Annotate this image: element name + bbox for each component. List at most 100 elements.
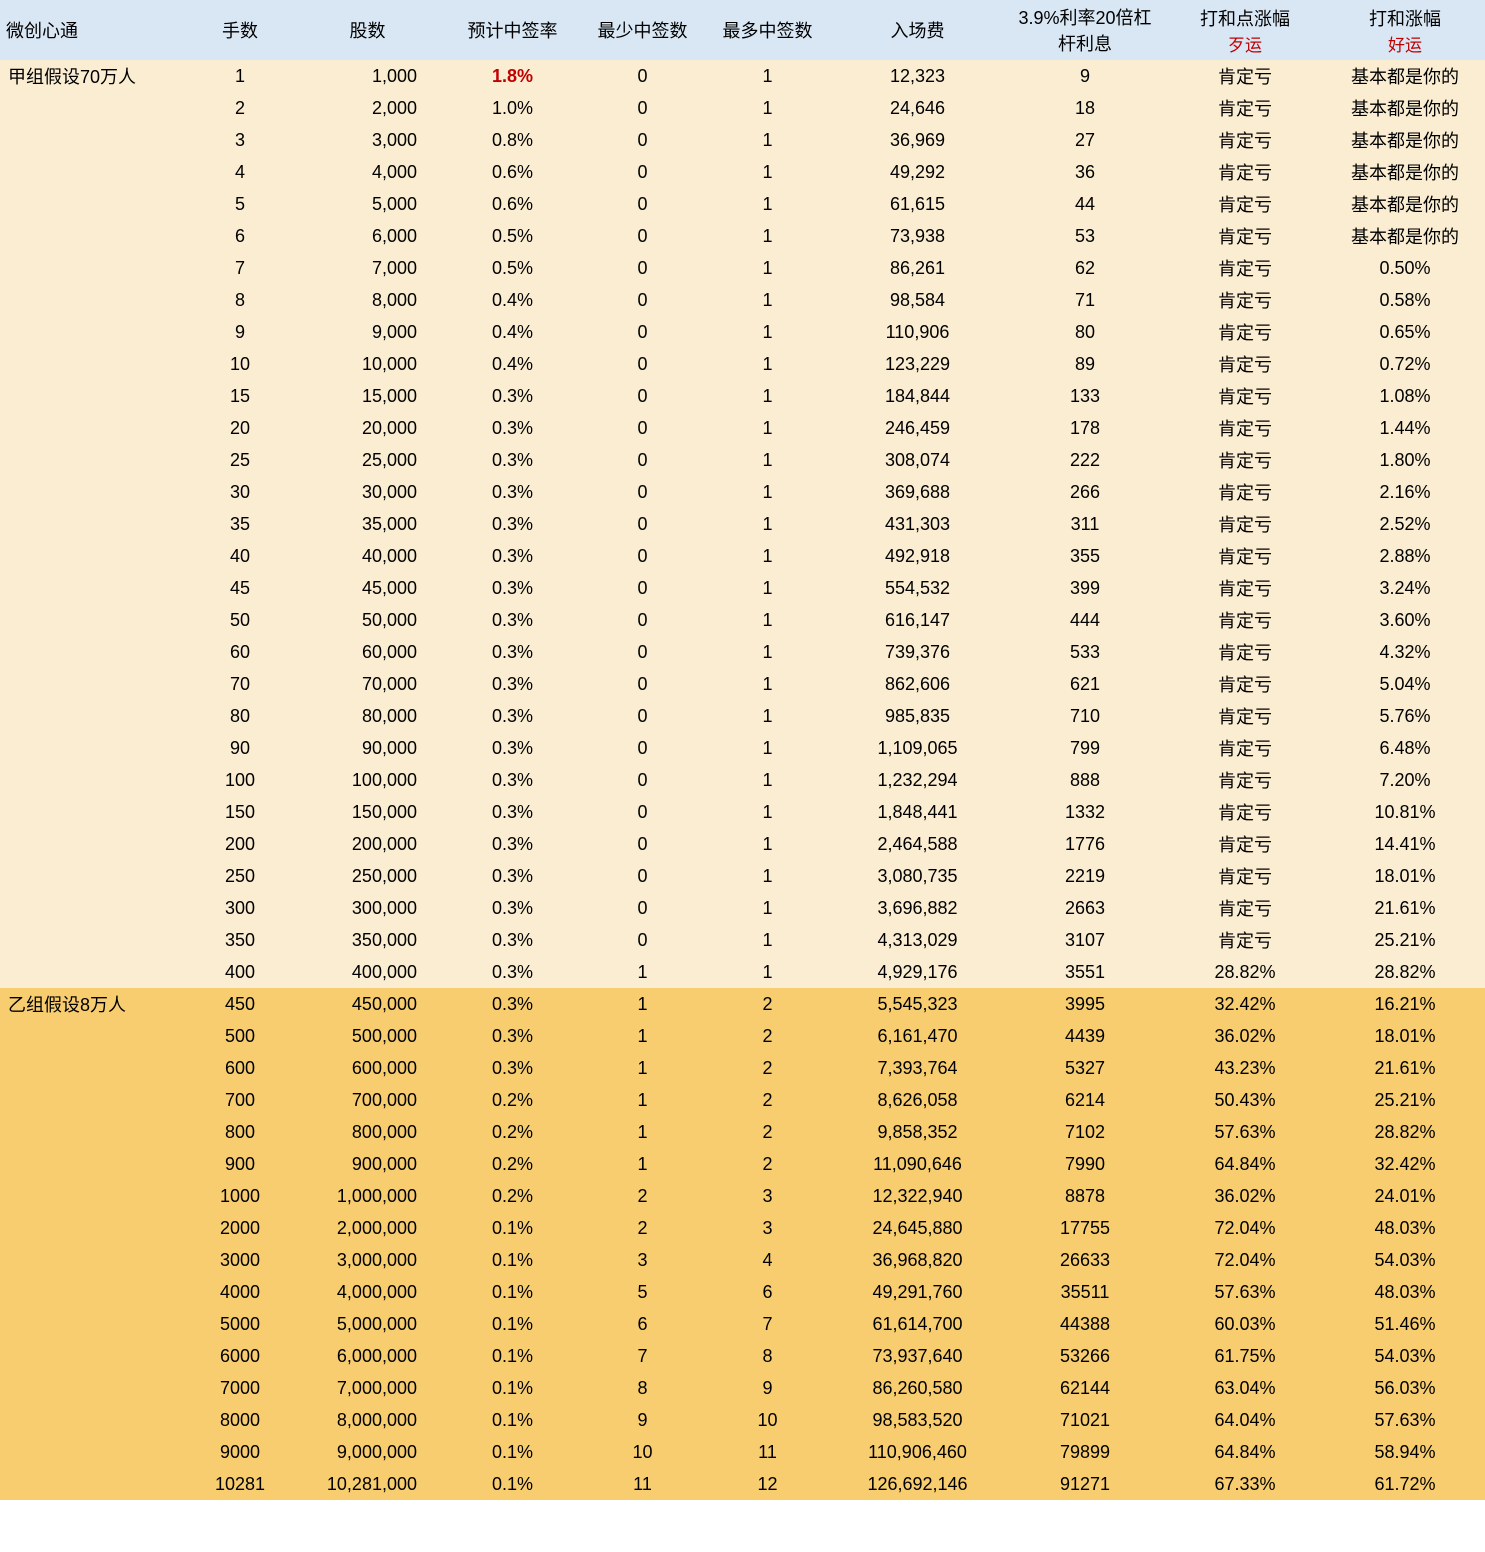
group-label-cell [0,156,190,188]
entry-cell: 431,303 [830,508,1005,540]
bad-cell: 肯定亏 [1165,220,1325,252]
min-cell: 0 [580,668,705,700]
shares-cell: 10,281,000 [290,1468,445,1500]
bad-cell: 肯定亏 [1165,732,1325,764]
group-label-cell [0,1436,190,1468]
table-row: 800800,0000.2%129,858,352710257.63%28.82… [0,1116,1485,1148]
table-row: 300300,0000.3%013,696,8822663肯定亏21.61% [0,892,1485,924]
table-row: 乙组假设8万人450450,0000.3%125,545,323399532.4… [0,988,1485,1020]
header-rate: 预计中签率 [445,0,580,60]
table-row: 4040,0000.3%01492,918355肯定亏2.88% [0,540,1485,572]
bad-cell: 64.84% [1165,1436,1325,1468]
bad-cell: 36.02% [1165,1020,1325,1052]
lots-cell: 300 [190,892,290,924]
bad-cell: 肯定亏 [1165,572,1325,604]
bad-cell: 64.04% [1165,1404,1325,1436]
rate-cell: 0.3% [445,924,580,956]
lots-cell: 40 [190,540,290,572]
table-row: 5050,0000.3%01616,147444肯定亏3.60% [0,604,1485,636]
max-cell: 1 [705,284,830,316]
max-cell: 1 [705,412,830,444]
lots-cell: 3 [190,124,290,156]
min-cell: 0 [580,60,705,92]
max-cell: 1 [705,252,830,284]
bad-cell: 64.84% [1165,1148,1325,1180]
group-label-cell [0,1148,190,1180]
header-min: 最少中签数 [580,0,705,60]
good-cell: 2.88% [1325,540,1485,572]
interest-cell: 355 [1005,540,1165,572]
entry-cell: 308,074 [830,444,1005,476]
interest-cell: 35511 [1005,1276,1165,1308]
rate-cell: 0.3% [445,764,580,796]
max-cell: 1 [705,668,830,700]
interest-cell: 3551 [1005,956,1165,988]
min-cell: 0 [580,380,705,412]
shares-cell: 3,000,000 [290,1244,445,1276]
interest-cell: 2663 [1005,892,1165,924]
entry-cell: 369,688 [830,476,1005,508]
bad-cell: 肯定亏 [1165,476,1325,508]
entry-cell: 73,938 [830,220,1005,252]
rate-cell: 0.3% [445,700,580,732]
interest-cell: 80 [1005,316,1165,348]
group-label-cell [0,1180,190,1212]
table-row: 1515,0000.3%01184,844133肯定亏1.08% [0,380,1485,412]
shares-cell: 2,000,000 [290,1212,445,1244]
group-label-cell [0,476,190,508]
bad-cell: 72.04% [1165,1244,1325,1276]
bad-cell: 肯定亏 [1165,508,1325,540]
max-cell: 3 [705,1212,830,1244]
max-cell: 2 [705,1052,830,1084]
group-label-cell [0,1244,190,1276]
bad-cell: 肯定亏 [1165,188,1325,220]
bad-cell: 肯定亏 [1165,284,1325,316]
entry-cell: 9,858,352 [830,1116,1005,1148]
good-cell: 1.44% [1325,412,1485,444]
shares-cell: 7,000,000 [290,1372,445,1404]
header-good-main: 打和涨幅 [1369,9,1441,29]
good-cell: 58.94% [1325,1436,1485,1468]
interest-cell: 311 [1005,508,1165,540]
entry-cell: 12,323 [830,60,1005,92]
group-label-cell [0,1372,190,1404]
interest-cell: 62144 [1005,1372,1165,1404]
min-cell: 1 [580,1116,705,1148]
group-label-cell [0,508,190,540]
bad-cell: 57.63% [1165,1276,1325,1308]
entry-cell: 86,260,580 [830,1372,1005,1404]
good-cell: 2.52% [1325,508,1485,540]
bad-cell: 36.02% [1165,1180,1325,1212]
max-cell: 3 [705,1180,830,1212]
rate-cell: 0.4% [445,316,580,348]
group-label-cell [0,316,190,348]
bad-cell: 肯定亏 [1165,380,1325,412]
table-row: 66,0000.5%0173,93853肯定亏基本都是你的 [0,220,1485,252]
rate-cell: 0.4% [445,348,580,380]
header-max: 最多中签数 [705,0,830,60]
rate-cell: 0.3% [445,1020,580,1052]
shares-cell: 4,000 [290,156,445,188]
min-cell: 0 [580,892,705,924]
shares-cell: 25,000 [290,444,445,476]
table-body: 甲组假设70万人11,0001.8%0112,3239肯定亏基本都是你的22,0… [0,60,1485,1500]
lots-cell: 35 [190,508,290,540]
rate-cell: 0.3% [445,540,580,572]
rate-cell: 1.0% [445,92,580,124]
lots-cell: 150 [190,796,290,828]
lots-cell: 1000 [190,1180,290,1212]
shares-cell: 50,000 [290,604,445,636]
rate-cell: 0.3% [445,892,580,924]
good-cell: 5.04% [1325,668,1485,700]
shares-cell: 60,000 [290,636,445,668]
min-cell: 0 [580,924,705,956]
entry-cell: 126,692,146 [830,1468,1005,1500]
good-cell: 基本都是你的 [1325,60,1485,92]
table-row: 1010,0000.4%01123,22989肯定亏0.72% [0,348,1485,380]
bad-cell: 57.63% [1165,1116,1325,1148]
entry-cell: 1,848,441 [830,796,1005,828]
interest-cell: 27 [1005,124,1165,156]
rate-cell: 0.3% [445,796,580,828]
entry-cell: 123,229 [830,348,1005,380]
lots-cell: 7 [190,252,290,284]
